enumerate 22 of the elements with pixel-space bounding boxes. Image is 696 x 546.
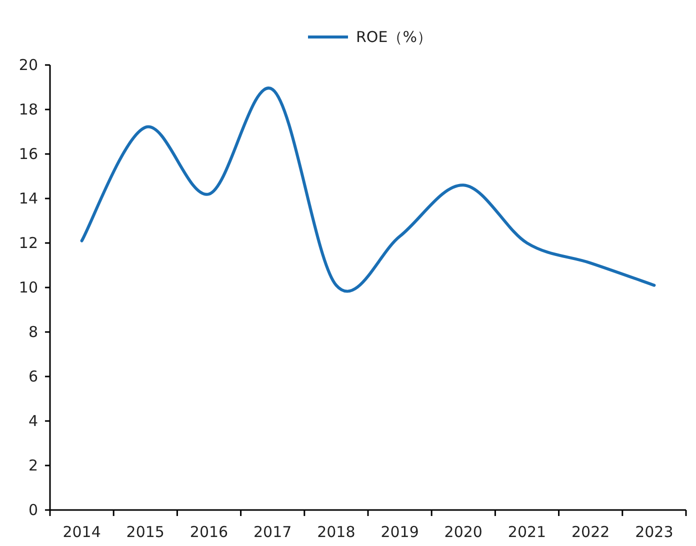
x-tick-label: 2022 [572, 523, 610, 541]
x-tick-label: 2015 [126, 523, 164, 541]
y-tick-label: 8 [28, 323, 38, 341]
y-tick-label: 12 [18, 234, 38, 252]
y-tick-label: 6 [28, 368, 38, 386]
y-tick-label: 14 [18, 190, 38, 208]
legend-label: ROE（%） [356, 28, 432, 46]
y-tick-label: 4 [28, 412, 38, 430]
y-tick-label: 16 [18, 145, 38, 163]
x-tick-label: 2020 [444, 523, 482, 541]
x-tick-label: 2021 [508, 523, 546, 541]
y-tick-label: 0 [28, 501, 38, 519]
x-tick-label: 2018 [317, 523, 356, 541]
x-tick-label: 2023 [635, 523, 674, 541]
y-tick-label: 2 [28, 456, 38, 474]
x-tick-label: 2016 [190, 523, 228, 541]
x-tick-label: 2017 [254, 523, 292, 541]
x-tick-label: 2014 [62, 523, 101, 541]
y-tick-label: 18 [18, 100, 38, 118]
x-tick-label: 2019 [380, 523, 419, 541]
y-tick-label: 20 [18, 56, 38, 74]
y-tick-label: 10 [18, 278, 38, 296]
